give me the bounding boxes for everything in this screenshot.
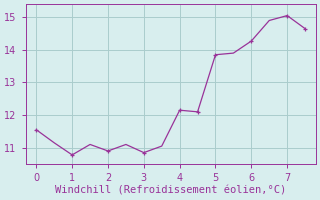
X-axis label: Windchill (Refroidissement éolien,°C): Windchill (Refroidissement éolien,°C) <box>55 186 286 196</box>
